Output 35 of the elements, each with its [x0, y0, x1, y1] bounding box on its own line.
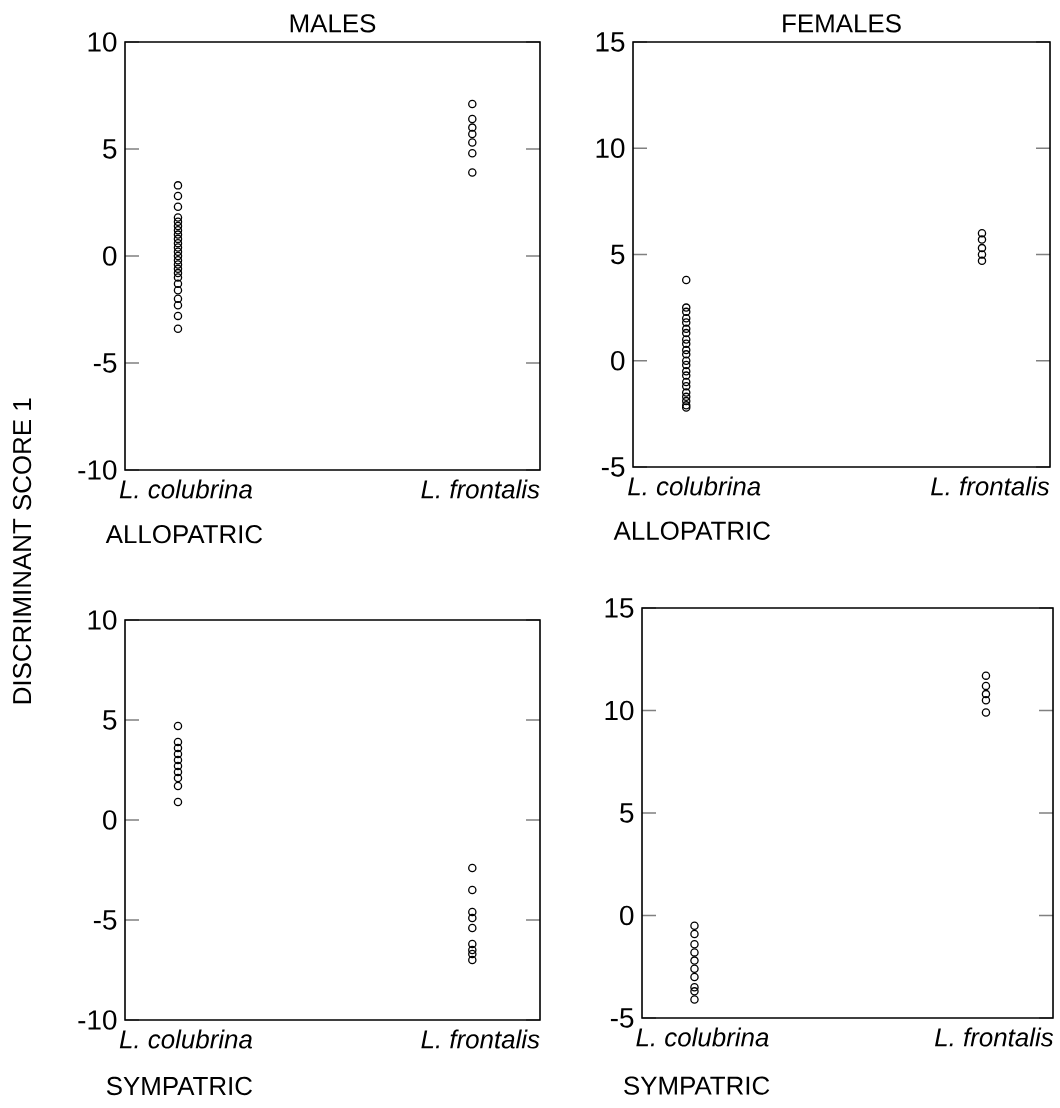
x-tick-label: L. frontalis	[935, 1027, 1054, 1047]
x-axis-title: ALLOPATRIC	[613, 521, 770, 540]
x-axis-title: SYMPATRIC	[106, 1076, 252, 1096]
chart-title: MALES	[290, 14, 376, 33]
y-tick-label: 5	[103, 710, 117, 730]
y-tick-label: 0	[620, 905, 634, 926]
y-tick-label: 10	[88, 610, 117, 630]
y-tick-label: 5	[620, 803, 634, 823]
x-tick-label: L. frontalis	[421, 1029, 540, 1049]
x-tick-label: L. colubrina	[628, 476, 761, 496]
y-tick-label: -5	[601, 457, 625, 477]
x-tick-label: L. colubrina	[636, 1027, 769, 1047]
x-tick-label: L. colubrina	[119, 1029, 252, 1049]
y-tick-label: -10	[78, 1010, 117, 1030]
x-tick-label: L. frontalis	[421, 479, 540, 499]
x-tick-label: L. colubrina	[119, 479, 252, 499]
y-tick-label: 5	[611, 244, 625, 265]
y-tick-label: -10	[78, 460, 117, 480]
y-tick-label: 0	[611, 350, 625, 371]
y-axis-title: DISCRIMINANT SCORE 1	[12, 398, 32, 704]
chart-title: FEMALES	[783, 14, 901, 33]
y-tick-label: 5	[103, 139, 117, 159]
x-axis-title: SYMPATRIC	[624, 1076, 770, 1095]
y-tick-label: -5	[610, 1008, 634, 1028]
y-tick-label: 10	[88, 32, 117, 52]
y-tick-label: 0	[103, 810, 117, 830]
y-tick-label: -5	[93, 910, 117, 930]
y-tick-label: 15	[605, 598, 634, 618]
y-tick-label: 10	[596, 138, 625, 159]
y-tick-label: 0	[103, 246, 117, 266]
y-tick-label: -5	[93, 353, 117, 373]
y-tick-label: 10	[605, 700, 634, 721]
x-axis-title: ALLOPATRIC	[105, 525, 263, 544]
y-tick-label: 15	[596, 32, 625, 52]
x-tick-label: L. frontalis	[931, 476, 1050, 496]
